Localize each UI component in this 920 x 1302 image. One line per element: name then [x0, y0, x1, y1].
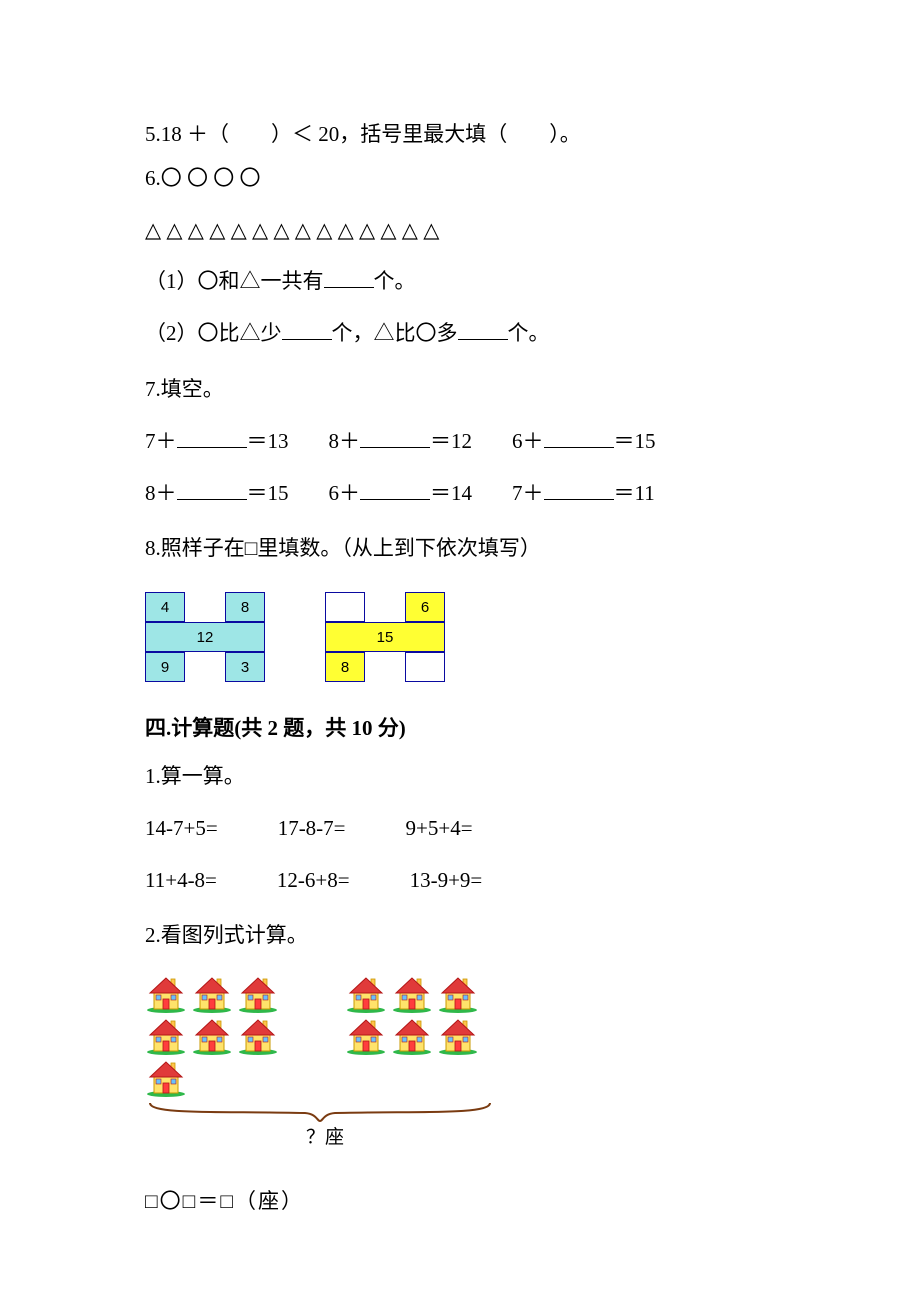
cell-gap — [365, 592, 405, 622]
rhs: ＝11 — [614, 481, 655, 505]
rhs: ＝15 — [614, 429, 656, 453]
question-6-circles: 6.〇 〇 〇 〇 — [145, 160, 775, 198]
brace-icon — [145, 1101, 495, 1123]
house-icon — [237, 975, 279, 1013]
s4-q1-heading: 1.算一算。 — [145, 758, 775, 796]
lhs: 6＋ — [512, 429, 544, 453]
brace-row: ？座 — [145, 1101, 505, 1155]
houses-group-left — [145, 975, 315, 1097]
blank — [177, 426, 247, 448]
q6-sub1-b: 个。 — [374, 269, 416, 293]
house-icon — [345, 975, 387, 1013]
section-4-heading: 四.计算题(共 2 题，共 10 分) — [145, 710, 775, 748]
s4q2-equation: □〇□＝□（座） — [145, 1183, 775, 1221]
q7-row-2: 8＋ ＝15 6＋ ＝14 7＋ ＝11 — [145, 475, 775, 513]
calc-item: 12-6+8= — [277, 862, 350, 900]
cell-gap — [185, 652, 225, 682]
calc-item: 13-9+9= — [410, 862, 483, 900]
question-5: 5.18 ＋（ ）＜ 20，括号里最大填（ ）。 — [145, 116, 775, 154]
blank — [458, 318, 508, 340]
houses-figure: ？座 — [145, 975, 505, 1155]
q7-item: 6＋ ＝14 — [329, 475, 473, 513]
blank — [324, 266, 374, 288]
house-icon — [145, 1059, 187, 1097]
cell-tr: 6 — [405, 592, 445, 622]
q7-item: 6＋ ＝15 — [512, 423, 656, 461]
calc-item: 17-8-7= — [278, 810, 346, 848]
worksheet-page: 5.18 ＋（ ）＜ 20，括号里最大填（ ）。 6.〇 〇 〇 〇 △ △ △… — [0, 0, 920, 1301]
q7-item: 8＋ ＝12 — [329, 423, 473, 461]
house-icon — [237, 1017, 279, 1055]
q8-puzzles: 4 8 12 9 3 6 15 8 — [145, 592, 775, 682]
house-icon — [145, 975, 187, 1013]
cell-gap — [365, 652, 405, 682]
houses-groups — [145, 975, 505, 1097]
q6-sub2-b: 个，△比〇多 — [332, 321, 458, 345]
house-icon — [391, 975, 433, 1013]
calc-item: 9+5+4= — [406, 810, 473, 848]
blank — [282, 318, 332, 340]
house-icon — [345, 1017, 387, 1055]
cell-mid: 12 — [145, 622, 265, 652]
lhs: 8＋ — [145, 481, 177, 505]
q8-puzzle-1: 4 8 12 9 3 — [145, 592, 265, 682]
lhs: 7＋ — [145, 429, 177, 453]
blank — [360, 426, 430, 448]
lhs: 6＋ — [329, 481, 361, 505]
rhs: ＝14 — [430, 481, 472, 505]
blank — [360, 478, 430, 500]
house-icon — [437, 975, 479, 1013]
brace-label: ？座 — [145, 1121, 505, 1155]
cell-gap — [185, 592, 225, 622]
q6-sub1-a: （1）〇和△一共有 — [145, 269, 324, 293]
question-6-sub1: （1）〇和△一共有 个。 — [145, 263, 775, 301]
s4q1-row-2: 11+4-8= 12-6+8= 13-9+9= — [145, 862, 775, 900]
rhs: ＝15 — [247, 481, 289, 505]
s4-q2-heading: 2.看图列式计算。 — [145, 917, 775, 955]
blank — [544, 426, 614, 448]
cell-mid: 15 — [325, 622, 445, 652]
rhs: ＝12 — [430, 429, 472, 453]
house-icon — [191, 975, 233, 1013]
blank — [177, 478, 247, 500]
cell-bl: 8 — [325, 652, 365, 682]
cell-tr: 8 — [225, 592, 265, 622]
calc-item: 14-7+5= — [145, 810, 218, 848]
calc-item: 11+4-8= — [145, 862, 217, 900]
cell-tl: 4 — [145, 592, 185, 622]
lhs: 7＋ — [512, 481, 544, 505]
house-icon — [437, 1017, 479, 1055]
question-6-triangles: △ △ △ △ △ △ △ △ △ △ △ △ △ △ — [145, 212, 775, 250]
q6-sub2-a: （2）〇比△少 — [145, 321, 282, 345]
cell-br — [405, 652, 445, 682]
question-6-sub2: （2）〇比△少 个，△比〇多 个。 — [145, 315, 775, 353]
house-icon — [145, 1017, 187, 1055]
houses-group-right — [345, 975, 495, 1097]
lhs: 8＋ — [329, 429, 361, 453]
q7-item: 7＋ ＝13 — [145, 423, 289, 461]
rhs: ＝13 — [247, 429, 289, 453]
house-icon — [191, 1017, 233, 1055]
q7-row-1: 7＋ ＝13 8＋ ＝12 6＋ ＝15 — [145, 423, 775, 461]
blank — [544, 478, 614, 500]
question-7-heading: 7.填空。 — [145, 371, 775, 409]
q6-sub2-c: 个。 — [508, 321, 550, 345]
q7-item: 8＋ ＝15 — [145, 475, 289, 513]
cell-tl — [325, 592, 365, 622]
house-icon — [391, 1017, 433, 1055]
cell-br: 3 — [225, 652, 265, 682]
q8-puzzle-2: 6 15 8 — [325, 592, 445, 682]
question-8-heading: 8.照样子在□里填数。（从上到下依次填写） — [145, 530, 775, 568]
q7-item: 7＋ ＝11 — [512, 475, 655, 513]
cell-bl: 9 — [145, 652, 185, 682]
s4q1-row-1: 14-7+5= 17-8-7= 9+5+4= — [145, 810, 775, 848]
